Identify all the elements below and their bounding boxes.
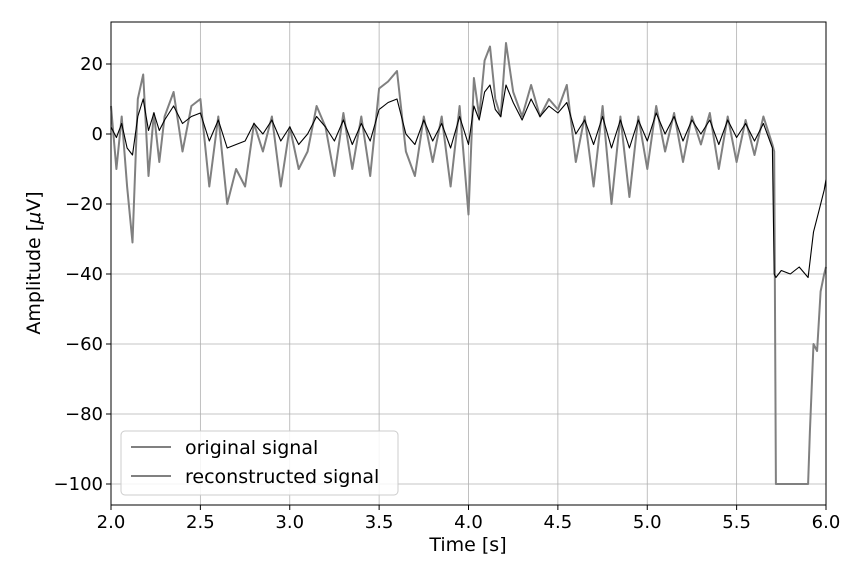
x-tick-label: 3.5 [365, 512, 394, 533]
x-tick-label: 4.0 [454, 512, 483, 533]
y-tick-label: −20 [65, 194, 103, 215]
y-tick-label: −80 [65, 404, 103, 425]
y-axis-label-suffix: V] [23, 191, 45, 211]
legend-label-original: original signal [185, 437, 318, 459]
x-tick-label: 5.0 [633, 512, 662, 533]
x-tick-label: 3.0 [275, 512, 304, 533]
x-tick-label: 2.5 [186, 512, 215, 533]
x-tick-label: 5.5 [722, 512, 751, 533]
legend-box [120, 430, 399, 496]
y-axis-label-mu: μ [23, 212, 45, 225]
y-tick-label: −60 [65, 334, 103, 355]
y-tick-label: 0 [92, 124, 103, 145]
x-tick-label: 2.0 [97, 512, 126, 533]
x-tick-label: 6.0 [812, 512, 841, 533]
y-tick-label: −100 [54, 474, 103, 495]
y-axis-label-prefix: Amplitude [ [23, 224, 45, 335]
y-tick-label: −40 [65, 264, 103, 285]
x-axis-label: Time [s] [428, 534, 506, 556]
y-axis-ticks: 20 0 −20 −40 −60 −80 −100 [54, 54, 111, 495]
legend: original signal reconstructed signal [120, 430, 399, 496]
x-axis-ticks: 2.0 2.5 3.0 3.5 4.0 4.5 5.0 5.5 6.0 [97, 505, 841, 533]
y-tick-label: 20 [80, 54, 103, 75]
series-layer [110, 42, 827, 485]
x-tick-label: 4.5 [544, 512, 573, 533]
series-line-reconstructed [110, 84, 827, 279]
y-axis-label: Amplitude [μV] [23, 191, 45, 334]
legend-label-reconstructed: reconstructed signal [185, 466, 379, 488]
